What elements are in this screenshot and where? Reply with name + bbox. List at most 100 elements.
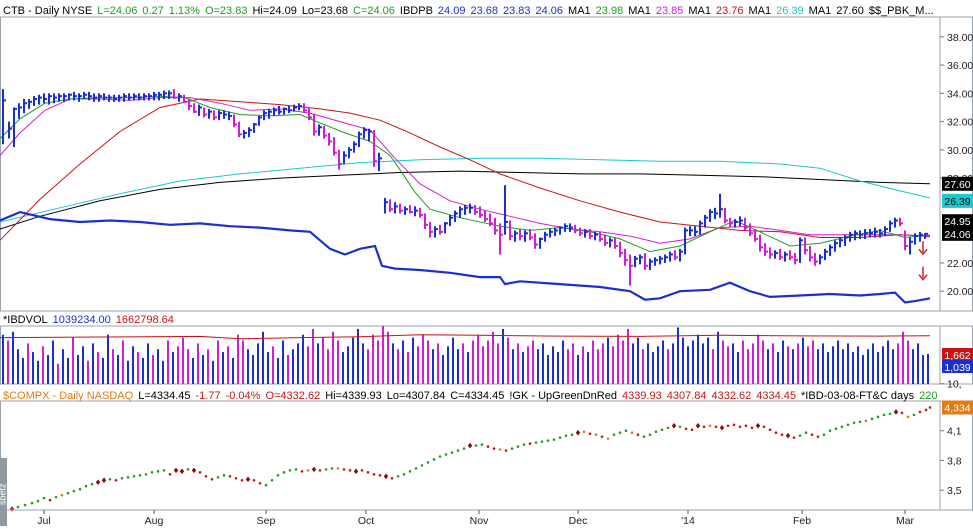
volume-bar (12, 331, 14, 384)
volume-bar (902, 331, 904, 384)
compx-marker (768, 428, 772, 432)
compx-marker (360, 469, 364, 472)
header-item: 4307.84 (667, 390, 707, 402)
compx-marker (660, 428, 664, 432)
header-item: 23.68 (470, 5, 498, 17)
volume-bar (152, 355, 154, 384)
compx-marker (408, 470, 412, 473)
volume-bar (787, 346, 789, 384)
header-item: 4339.93 (622, 390, 662, 402)
compx-marker (72, 489, 76, 493)
volume-bar (372, 334, 374, 384)
compx-marker (588, 432, 592, 436)
header-item: 220 (919, 390, 937, 402)
volume-bar (802, 337, 804, 384)
header-item: 0.27 (142, 5, 163, 17)
compx-marker (636, 433, 640, 436)
volume-bar (402, 340, 404, 384)
header-item: 24.06 (536, 5, 564, 17)
header-item: *IBDVOL (3, 314, 48, 326)
value-tag-label: 26.39 (944, 196, 970, 208)
compx-marker (714, 425, 718, 429)
compx-marker (162, 469, 166, 472)
x-tick-label: Jul (37, 515, 50, 527)
volume-bar (772, 343, 774, 384)
compx-marker (546, 439, 550, 442)
volume-bar (422, 334, 424, 384)
volume-bar (397, 349, 399, 384)
compx-marker (330, 467, 334, 470)
y-tick-label: 36.00 (947, 60, 973, 72)
volume-bar (322, 337, 324, 384)
compx-marker (648, 433, 652, 436)
volume-bar (502, 328, 504, 384)
volume-bar (102, 357, 104, 384)
header-item: -1.77 (196, 390, 221, 402)
volume-bar (737, 352, 739, 384)
volume-bar (527, 346, 529, 384)
compx-marker (486, 445, 490, 448)
compx-marker (282, 471, 286, 474)
compx-marker (240, 478, 244, 482)
price-series-line (0, 170, 931, 230)
compx-marker (504, 449, 508, 452)
volume-bar (537, 349, 539, 384)
compx-marker (54, 495, 58, 499)
compx-marker (336, 467, 340, 470)
compx-marker (642, 435, 646, 438)
compx-marker (846, 423, 850, 427)
volume-bar (287, 355, 289, 384)
volume-bar (42, 346, 44, 384)
volume-bar (417, 346, 419, 384)
header-item: MA1 (628, 5, 651, 17)
volume-bar (847, 343, 849, 384)
compx-marker (624, 429, 628, 433)
volume-bar (112, 349, 114, 384)
price-series-line (0, 210, 931, 304)
compx-marker (893, 409, 899, 415)
volume-bar (347, 346, 349, 384)
compx-marker (420, 464, 424, 467)
header-item: 26.39 (776, 5, 804, 17)
volume-bar (572, 343, 574, 384)
header-item: CTB - Daily NYSE (3, 5, 92, 17)
volume-bar (17, 349, 19, 384)
volume-bar (337, 340, 339, 384)
volume-bar (712, 349, 714, 384)
header-item: 23.85 (656, 5, 684, 17)
compx-marker (690, 428, 694, 432)
compx-marker (882, 413, 886, 417)
header-item: MA1 (809, 5, 832, 17)
volume-bar (227, 346, 229, 384)
volume-bar (177, 346, 179, 384)
compx-marker (785, 432, 791, 439)
volume-bar (222, 352, 224, 384)
volume-bar (72, 337, 74, 384)
compx-marker (516, 445, 520, 448)
volume-bar (272, 346, 274, 384)
y-tick-label: 20.00 (947, 286, 973, 298)
compx-marker (16, 505, 20, 509)
volume-bar (462, 343, 464, 384)
compx-marker (186, 468, 190, 471)
volume-bar (662, 340, 664, 384)
value-tag-label: 1,662 (944, 350, 970, 362)
volume-bar (707, 337, 709, 384)
header-item: 23.83 (503, 5, 531, 17)
volume-bar (677, 327, 679, 384)
volume-bar (282, 340, 284, 384)
compx-marker (245, 476, 251, 483)
compx-marker (492, 447, 496, 450)
compx-marker (132, 475, 136, 478)
left-tab[interactable]: sbetz (0, 458, 8, 526)
header-item: Lo=23.68 (302, 5, 348, 17)
volume-bar (532, 340, 534, 384)
compx-marker (438, 455, 442, 458)
compx-marker (378, 474, 382, 477)
volume-bar (587, 352, 589, 384)
compx-marker (216, 476, 220, 479)
compx-marker (210, 477, 214, 481)
compx-marker (450, 451, 454, 454)
compx-marker (888, 412, 892, 416)
volume-bar (552, 346, 554, 384)
